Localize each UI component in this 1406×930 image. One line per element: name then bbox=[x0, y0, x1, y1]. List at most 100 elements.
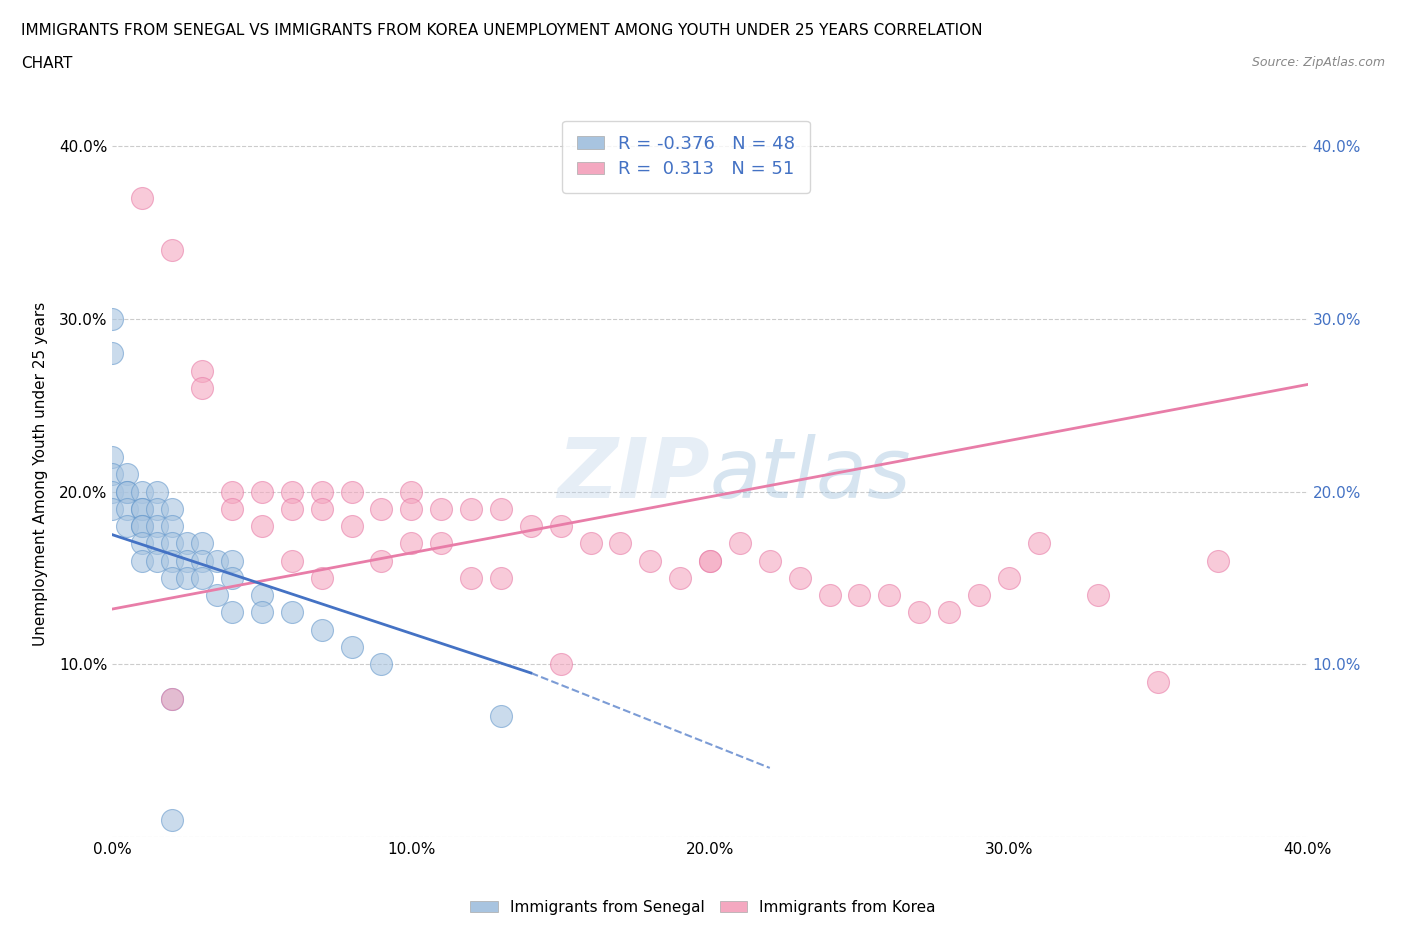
Point bbox=[101, 485, 124, 499]
Point bbox=[879, 588, 901, 603]
Point bbox=[489, 709, 512, 724]
Point bbox=[131, 485, 153, 499]
Point bbox=[146, 485, 169, 499]
Point bbox=[340, 640, 363, 655]
Point bbox=[250, 588, 273, 603]
Point bbox=[669, 570, 692, 585]
Point bbox=[281, 553, 304, 568]
Point bbox=[117, 519, 139, 534]
Point bbox=[311, 485, 333, 499]
Point bbox=[162, 243, 183, 258]
Point bbox=[550, 657, 572, 671]
Point bbox=[131, 553, 153, 568]
Point bbox=[848, 588, 870, 603]
Legend: Immigrants from Senegal, Immigrants from Korea: Immigrants from Senegal, Immigrants from… bbox=[463, 892, 943, 923]
Point bbox=[489, 570, 512, 585]
Point bbox=[281, 501, 304, 516]
Point bbox=[311, 501, 333, 516]
Point bbox=[131, 501, 153, 516]
Point bbox=[131, 536, 153, 551]
Point bbox=[146, 519, 169, 534]
Point bbox=[579, 536, 602, 551]
Point bbox=[430, 501, 453, 516]
Point bbox=[818, 588, 841, 603]
Text: ZIP: ZIP bbox=[557, 433, 710, 515]
Point bbox=[430, 536, 453, 551]
Text: Source: ZipAtlas.com: Source: ZipAtlas.com bbox=[1251, 56, 1385, 69]
Point bbox=[699, 553, 721, 568]
Point bbox=[609, 536, 631, 551]
Point bbox=[146, 536, 169, 551]
Point bbox=[131, 191, 153, 206]
Point bbox=[1147, 674, 1170, 689]
Point bbox=[221, 553, 243, 568]
Point bbox=[191, 570, 214, 585]
Point bbox=[759, 553, 782, 568]
Point bbox=[101, 467, 124, 482]
Point bbox=[1206, 553, 1229, 568]
Legend: R = -0.376   N = 48, R =  0.313   N = 51: R = -0.376 N = 48, R = 0.313 N = 51 bbox=[562, 121, 810, 193]
Point bbox=[162, 501, 183, 516]
Point bbox=[176, 553, 198, 568]
Point bbox=[221, 605, 243, 620]
Y-axis label: Unemployment Among Youth under 25 years: Unemployment Among Youth under 25 years bbox=[32, 302, 48, 646]
Point bbox=[401, 536, 423, 551]
Point bbox=[101, 312, 124, 326]
Point bbox=[640, 553, 662, 568]
Point bbox=[728, 536, 751, 551]
Point bbox=[489, 501, 512, 516]
Point bbox=[938, 605, 960, 620]
Point bbox=[250, 485, 273, 499]
Point bbox=[311, 570, 333, 585]
Point bbox=[281, 485, 304, 499]
Text: atlas: atlas bbox=[710, 433, 911, 515]
Point bbox=[117, 485, 139, 499]
Point bbox=[117, 485, 139, 499]
Point bbox=[131, 501, 153, 516]
Point bbox=[117, 467, 139, 482]
Point bbox=[131, 519, 153, 534]
Point bbox=[401, 485, 423, 499]
Point bbox=[101, 346, 124, 361]
Point bbox=[117, 501, 139, 516]
Point bbox=[176, 570, 198, 585]
Point bbox=[967, 588, 990, 603]
Point bbox=[162, 536, 183, 551]
Point bbox=[176, 536, 198, 551]
Point bbox=[699, 553, 721, 568]
Point bbox=[162, 691, 183, 706]
Point bbox=[401, 501, 423, 516]
Point bbox=[162, 519, 183, 534]
Point bbox=[162, 553, 183, 568]
Point bbox=[205, 553, 228, 568]
Text: IMMIGRANTS FROM SENEGAL VS IMMIGRANTS FROM KOREA UNEMPLOYMENT AMONG YOUTH UNDER : IMMIGRANTS FROM SENEGAL VS IMMIGRANTS FR… bbox=[21, 23, 983, 38]
Point bbox=[146, 501, 169, 516]
Point bbox=[520, 519, 543, 534]
Point bbox=[101, 501, 124, 516]
Point bbox=[162, 691, 183, 706]
Point bbox=[340, 519, 363, 534]
Point bbox=[250, 605, 273, 620]
Point bbox=[162, 812, 183, 827]
Point bbox=[1028, 536, 1050, 551]
Point bbox=[191, 364, 214, 379]
Point bbox=[221, 485, 243, 499]
Point bbox=[1087, 588, 1109, 603]
Point bbox=[789, 570, 811, 585]
Point bbox=[221, 570, 243, 585]
Point bbox=[370, 657, 392, 671]
Point bbox=[146, 553, 169, 568]
Point bbox=[460, 501, 482, 516]
Point bbox=[340, 485, 363, 499]
Point bbox=[370, 501, 392, 516]
Point bbox=[191, 380, 214, 395]
Point bbox=[281, 605, 304, 620]
Point bbox=[998, 570, 1021, 585]
Point bbox=[311, 622, 333, 637]
Point bbox=[460, 570, 482, 585]
Point bbox=[205, 588, 228, 603]
Point bbox=[101, 449, 124, 464]
Point bbox=[131, 519, 153, 534]
Point bbox=[162, 570, 183, 585]
Text: CHART: CHART bbox=[21, 56, 73, 71]
